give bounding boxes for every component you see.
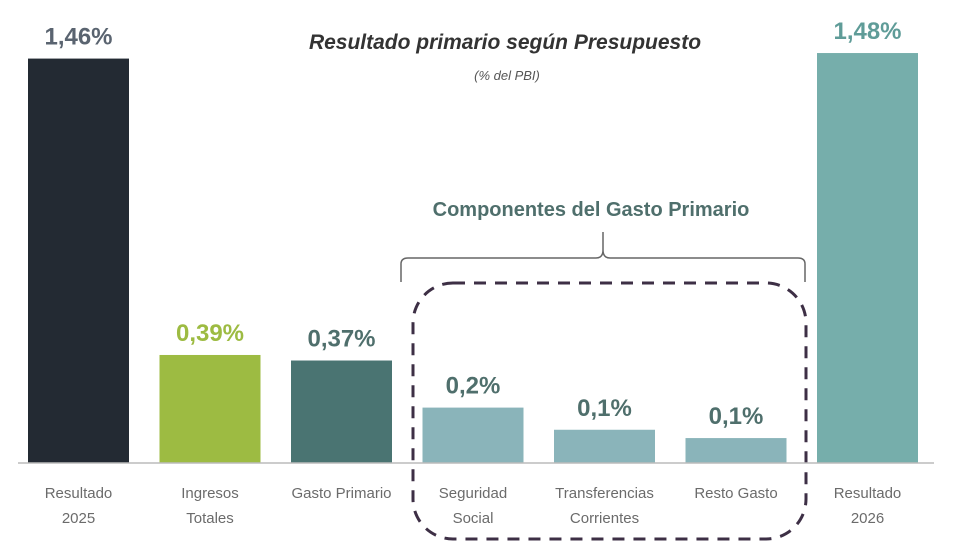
x-tick-label: Ingresos	[181, 485, 239, 502]
data-label: 0,37%	[307, 326, 375, 353]
chart-subtitle: (% del PBI)	[474, 68, 540, 83]
data-label: 0,1%	[709, 403, 764, 430]
x-tick-label: Resultado	[45, 485, 113, 502]
x-tick-label: 2026	[851, 510, 884, 527]
data-label: 0,39%	[176, 320, 244, 347]
x-tick-label: Gasto Primario	[291, 485, 391, 502]
data-label: 1,48%	[833, 18, 901, 45]
data-label: 0,1%	[577, 395, 632, 422]
data-label: 0,2%	[446, 373, 501, 400]
bar	[817, 53, 918, 463]
bar	[28, 58, 129, 464]
bar	[685, 438, 787, 463]
data-label: 1,46%	[44, 24, 112, 51]
x-tick-label: Seguridad	[439, 485, 507, 502]
x-tick-label: Social	[453, 510, 494, 527]
components-brace	[400, 232, 806, 282]
bar	[291, 360, 392, 463]
components-dashed-box	[411, 281, 808, 541]
bar	[159, 354, 261, 463]
x-tick-label: Resultado	[834, 485, 902, 502]
x-tick-label: Transferencias	[555, 485, 654, 502]
bar	[422, 407, 524, 463]
chart-title: Resultado primario según Presupuesto	[309, 31, 701, 54]
x-tick-label: Resto Gasto	[694, 485, 777, 502]
x-tick-label: 2025	[62, 510, 95, 527]
x-tick-label: Totales	[186, 510, 234, 527]
bar	[554, 429, 655, 463]
components-annotation: Componentes del Gasto Primario	[433, 199, 750, 221]
x-tick-label: Corrientes	[570, 510, 639, 527]
